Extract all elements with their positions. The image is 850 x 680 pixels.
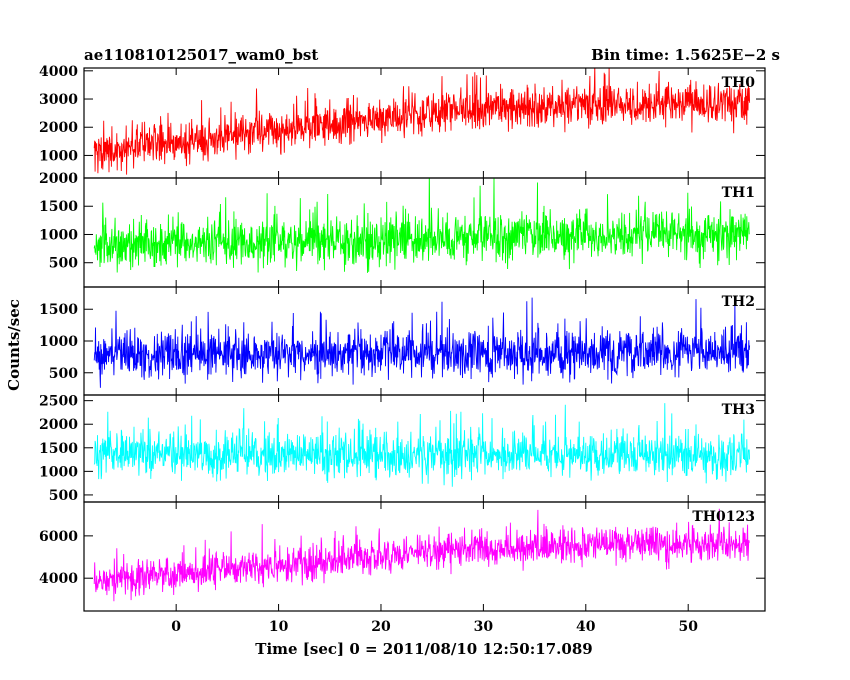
panel-label-th0: TH0 <box>722 75 756 91</box>
y-tick-label: 1000 <box>39 334 78 350</box>
panel-label-th0123: TH0123 <box>692 509 755 525</box>
series-line-th2 <box>93 297 751 388</box>
x-tick-label: 20 <box>371 619 391 635</box>
panel-label-th2: TH2 <box>722 294 755 310</box>
y-tick-label: 2500 <box>39 394 78 410</box>
y-tick-label: 1500 <box>39 302 78 318</box>
x-tick-label: 0 <box>171 619 181 635</box>
y-axis-label: Counts/sec <box>5 299 23 391</box>
y-tick-label: 3000 <box>39 92 78 108</box>
x-tick-label: 10 <box>269 619 289 635</box>
x-tick-label: 40 <box>576 619 596 635</box>
y-tick-label: 2000 <box>39 120 78 136</box>
panel-th0: 1000 2000 3000 4000 TH0 <box>39 64 766 179</box>
series-line-th0123 <box>93 508 750 602</box>
y-tick-label: 1000 <box>39 464 78 480</box>
y-tick-label: 1000 <box>39 227 78 243</box>
x-tick-label: 30 <box>474 619 494 635</box>
panel-label-th1: TH1 <box>722 185 755 201</box>
panel-label-th3: TH3 <box>722 402 755 418</box>
panel-th0123: 4000 6000 TH0123 <box>39 501 766 612</box>
x-axis: 0 10 20 30 40 50 <box>171 619 698 635</box>
y-tick-label: 500 <box>49 256 78 272</box>
series-line-th1 <box>93 178 750 273</box>
panel-th3: 500 1000 1500 2000 2500 TH3 <box>39 394 766 504</box>
bin-time-label: Bin time: 1.5625E−2 s <box>591 46 780 64</box>
y-tick-label: 500 <box>49 488 78 504</box>
panel-th1: 500 1000 1500 2000 TH1 <box>39 171 766 288</box>
y-tick-label: 6000 <box>39 529 78 545</box>
x-tick-label: 50 <box>678 619 698 635</box>
chart-title: ae110810125017_wam0_bst <box>84 46 318 64</box>
y-tick-label: 1500 <box>39 441 78 457</box>
x-axis-label: Time [sec] 0 = 2011/08/10 12:50:17.089 <box>255 640 592 658</box>
y-tick-label: 1500 <box>39 199 78 215</box>
panel-th2: 500 1000 1500 TH2 <box>39 286 766 396</box>
y-tick-label: 2000 <box>39 171 78 187</box>
y-tick-label: 500 <box>49 366 78 382</box>
y-tick-label: 2000 <box>39 417 78 433</box>
panels-group: 1000200030004000TH0500100015002000TH1500… <box>39 64 766 612</box>
y-tick-label: 1000 <box>39 148 78 164</box>
series-line-th3 <box>93 403 751 487</box>
series-line-th0 <box>93 68 751 175</box>
y-tick-label: 4000 <box>39 64 78 80</box>
y-tick-label: 4000 <box>39 571 78 587</box>
panel-frame <box>83 501 766 612</box>
